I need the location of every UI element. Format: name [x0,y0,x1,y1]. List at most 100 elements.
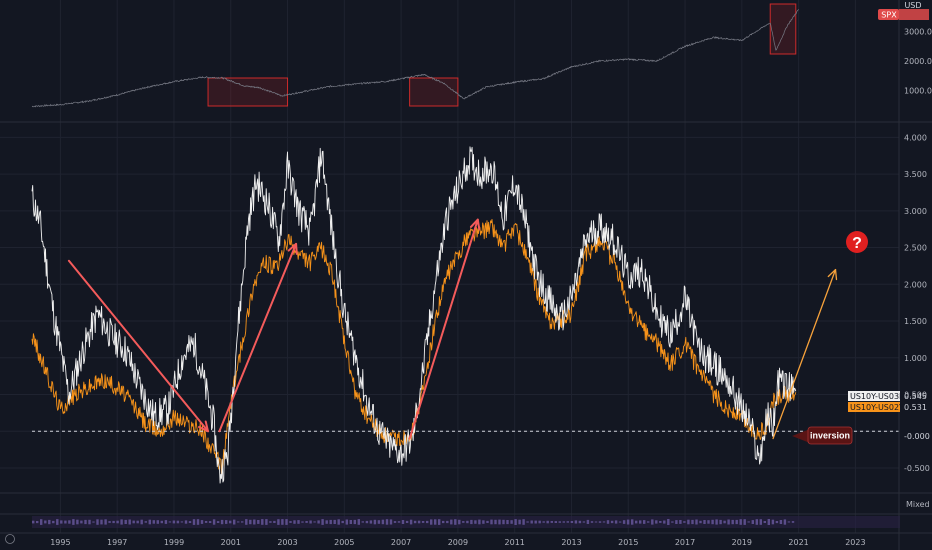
series-2y-label: US10Y-US02Y [850,403,904,412]
mixed-bar [434,519,437,525]
series-2y-tag-bg [848,402,900,412]
y-tick-label: 3.500 [904,170,927,179]
mixed-bar [558,521,561,523]
mixed-bar [763,521,766,523]
mixed-bar [333,519,336,524]
mixed-bar [631,519,634,525]
spx-tick-label: 3000.0 [904,28,932,37]
mixed-bar [160,520,163,524]
mixed-bar [273,520,276,523]
mixed-bar [735,519,738,525]
y-tick-label: 1.000 [904,354,927,363]
mixed-bar [132,520,135,524]
mixed-bar [703,520,706,524]
mixed-bar [164,520,168,524]
mixed-bar [253,519,256,525]
x-tick-label: 1995 [50,538,70,547]
mixed-bar [108,521,111,523]
mixed-bar [361,521,364,523]
mixed-bar [281,519,284,525]
series-2y-value: 0.531 [904,403,927,412]
mixed-bar [462,521,465,523]
mixed-bar [743,519,746,525]
mixed-bar [614,520,618,524]
mixed-bar [582,521,586,523]
mixed-bar [60,520,63,524]
mixed-bar [208,521,212,523]
mixed-bar [140,519,143,525]
mixed-bar [518,519,521,525]
series-3m-label: US10Y-US03MY [850,392,911,401]
mixed-bar [723,520,726,524]
inversion-label: inversion [810,431,850,441]
trend-arrow-1 [218,242,298,433]
mixed-bar [486,520,489,523]
mixed-bar [570,521,574,523]
mixed-bar [695,519,698,525]
mixed-bar [783,519,787,525]
mixed-bar [771,519,775,525]
mixed-bar [172,520,176,524]
x-tick-label: 2015 [618,538,638,547]
mixed-bar [574,520,578,524]
mixed-bar [647,521,650,523]
trend-arrow-0 [67,259,210,433]
mixed-bar [48,519,51,525]
mixed-bar [52,520,55,524]
question-mark-icon [846,231,868,253]
mixed-bar [430,519,433,525]
mixed-bar [381,519,385,525]
inversion-callout-pointer [792,429,810,443]
mixed-bar [112,520,115,524]
series-3m-tag-bg [848,391,900,401]
mixed-bar [305,521,308,523]
mixed-bar [293,520,296,524]
mixed-bar [192,519,196,525]
mixed-bar [482,520,485,524]
mixed-bar [36,521,39,524]
mixed-bar [84,519,87,525]
trend-arrow-2 [408,218,479,440]
mixed-bar [229,520,232,524]
x-tick-label: 1999 [164,538,184,547]
mixed-bar [506,520,509,525]
mixed-bar [651,519,654,525]
spread-lines-group [31,146,797,484]
mixed-bar [301,521,304,523]
mixed-bar [474,520,477,524]
mixed-bar [598,521,602,523]
x-tick-label: 2005 [334,538,354,547]
mixed-bar [522,519,525,525]
mixed-bar [100,519,103,525]
mixed-bar [136,520,139,524]
mixed-bar [168,521,172,523]
mixed-bar [478,519,481,525]
mixed-bar [56,519,59,525]
mixed-bar [180,521,184,523]
mixed-bar [787,521,791,523]
mixed-bar [494,519,497,525]
y-tick-label: 0.500 [904,391,927,400]
mixed-bar [711,519,714,525]
mixed-bar [775,521,779,524]
mixed-bar [269,521,272,523]
mixed-bar [719,519,722,525]
mixed-bar [409,519,413,525]
trend-arrowhead-2 [469,218,481,231]
mixed-bar [377,520,381,524]
mixed-bar [184,520,188,524]
mixed-bar [373,519,377,525]
x-tick-label: 2009 [448,538,468,547]
x-tick-label: 2001 [221,538,241,547]
tradingview-logo-icon [5,534,15,544]
mixed-panel-label: Mixed [906,500,930,509]
highlight-boxes [207,3,797,107]
y-tick-label: 2.000 [904,280,927,289]
series-line-us10y-us03my [31,146,797,484]
mixed-bar [313,521,316,523]
mixed-bar [389,519,393,525]
mixed-bar [446,520,449,524]
mixed-bar [655,520,658,524]
mixed-bar [538,520,541,524]
mixed-indicator-band [32,516,900,528]
